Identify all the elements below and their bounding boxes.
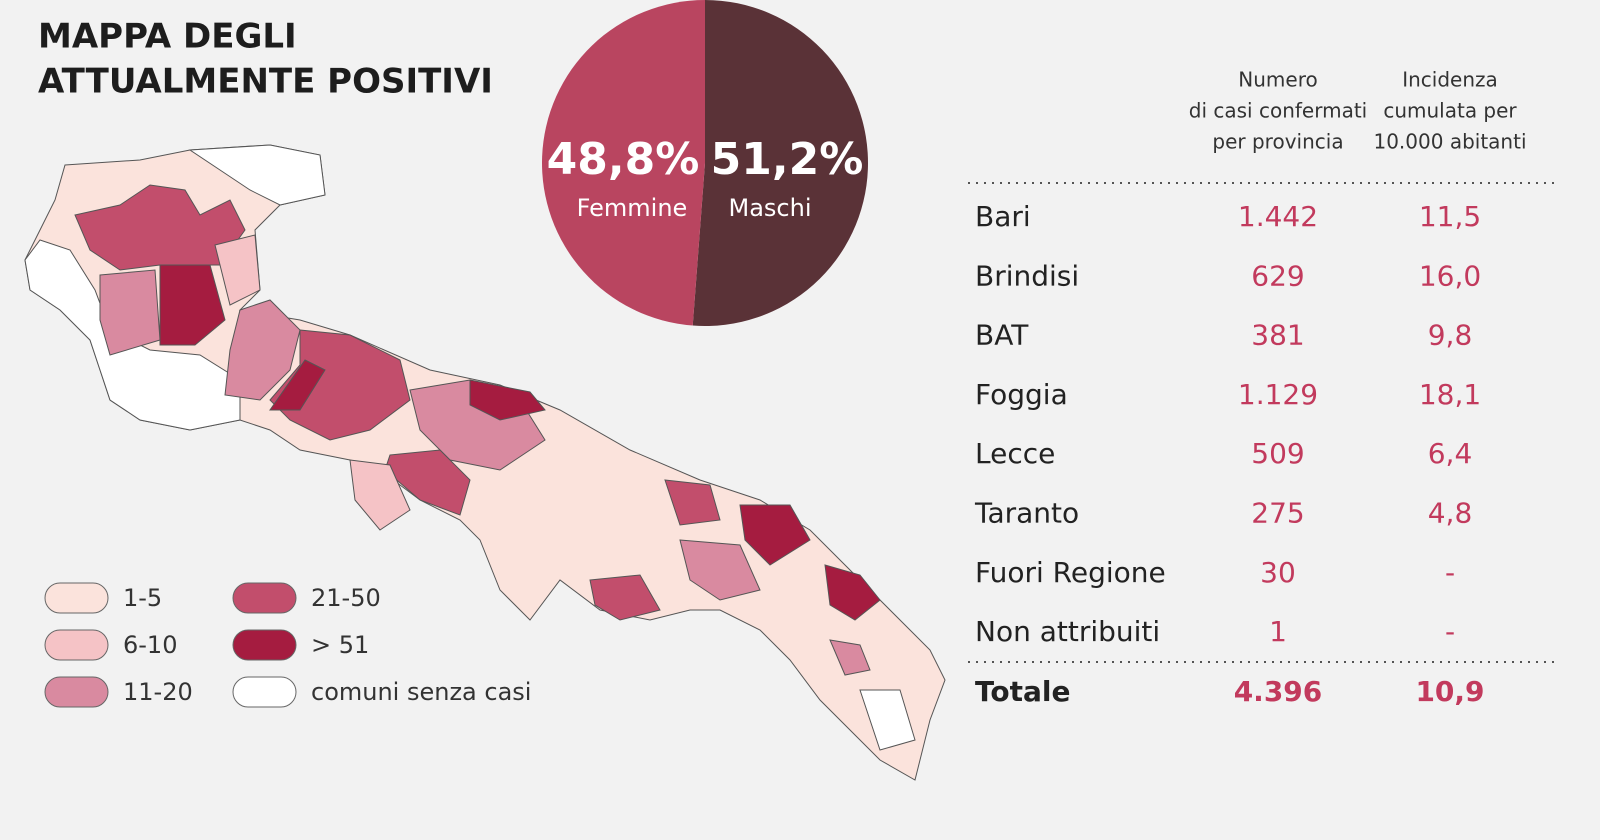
row-name: Brindisi <box>975 259 1079 292</box>
row-name: Bari <box>975 200 1031 233</box>
column-header: Numero <box>1238 68 1317 92</box>
map-area <box>739 504 811 566</box>
map-area <box>829 639 871 676</box>
legend-swatch <box>44 582 109 614</box>
map-area <box>99 269 161 356</box>
column-header: Incidenza <box>1402 68 1498 92</box>
row-name: Taranto <box>974 497 1079 530</box>
cell: 1 <box>1269 615 1287 648</box>
cell: - <box>1445 615 1455 648</box>
column-header: di casi confermati <box>1189 99 1367 123</box>
pie-value-label: 51,2% <box>711 134 864 185</box>
legend-swatch <box>232 582 297 614</box>
cell: 18,1 <box>1419 378 1481 411</box>
map-area <box>469 379 546 421</box>
pie-chart: 48,8% Femmine 51,2% Maschi <box>542 0 868 326</box>
cell: 11,5 <box>1419 200 1481 233</box>
cell: 16,0 <box>1419 259 1481 292</box>
column-header: per provincia <box>1212 130 1343 154</box>
map-area <box>664 479 721 526</box>
row-name: Foggia <box>975 378 1068 411</box>
map-area <box>159 264 226 346</box>
legend-label: 1-5 <box>123 584 162 612</box>
legend-label: 6-10 <box>123 631 177 659</box>
legend-label: 21-50 <box>311 584 381 612</box>
map-area <box>589 574 661 621</box>
map-area <box>859 689 916 751</box>
map-area <box>679 539 761 601</box>
cell: 1.129 <box>1238 378 1318 411</box>
map-area <box>269 329 411 441</box>
total-name: Totale <box>975 675 1070 708</box>
cell: 4,8 <box>1428 497 1473 530</box>
cell: 6,4 <box>1428 437 1473 470</box>
pie-category-label: Femmine <box>577 194 688 222</box>
cell: 30 <box>1260 556 1296 589</box>
map-area <box>349 459 411 531</box>
legend: 1-5 6-10 11-20 21-50 > 51 comuni senza casi <box>44 582 531 708</box>
cell: 1.442 <box>1238 200 1318 233</box>
legend-swatch <box>232 629 297 661</box>
legend-swatch <box>232 676 297 708</box>
legend-label: > 51 <box>311 631 369 659</box>
cell: 629 <box>1251 259 1304 292</box>
pie-slice <box>542 0 705 326</box>
cell: - <box>1445 556 1455 589</box>
legend-label: comuni senza casi <box>311 678 531 706</box>
map-area <box>188 144 326 206</box>
total-cell: 4.396 <box>1234 675 1323 708</box>
row-name: Non attribuiti <box>975 615 1160 648</box>
title-line: MAPPA DEGLI <box>38 17 297 57</box>
pie-value-label: 48,8% <box>547 134 700 185</box>
legend-label: 11-20 <box>123 678 193 706</box>
cell: 275 <box>1251 497 1304 530</box>
row-name: BAT <box>975 319 1029 352</box>
column-header: cumulata per <box>1383 99 1517 123</box>
pie-category-label: Maschi <box>729 194 812 222</box>
cell: 381 <box>1251 319 1304 352</box>
title-line: ATTUALMENTE POSITIVI <box>38 62 493 102</box>
row-name: Fuori Regione <box>975 556 1166 589</box>
pie-slice <box>692 0 868 326</box>
map-area <box>269 359 326 411</box>
cell: 509 <box>1251 437 1304 470</box>
map-area <box>74 184 246 271</box>
map-area <box>214 234 261 306</box>
legend-swatch <box>44 629 109 661</box>
column-header: 10.000 abitanti <box>1373 130 1526 154</box>
map-area <box>224 299 301 401</box>
legend-swatch <box>44 676 109 708</box>
map-area <box>824 564 881 621</box>
row-name: Lecce <box>975 437 1055 470</box>
map <box>24 144 946 781</box>
total-cell: 10,9 <box>1415 675 1484 708</box>
cell: 9,8 <box>1428 319 1473 352</box>
table: Numero di casi confermati per provincia Inc… <box>968 68 1560 708</box>
